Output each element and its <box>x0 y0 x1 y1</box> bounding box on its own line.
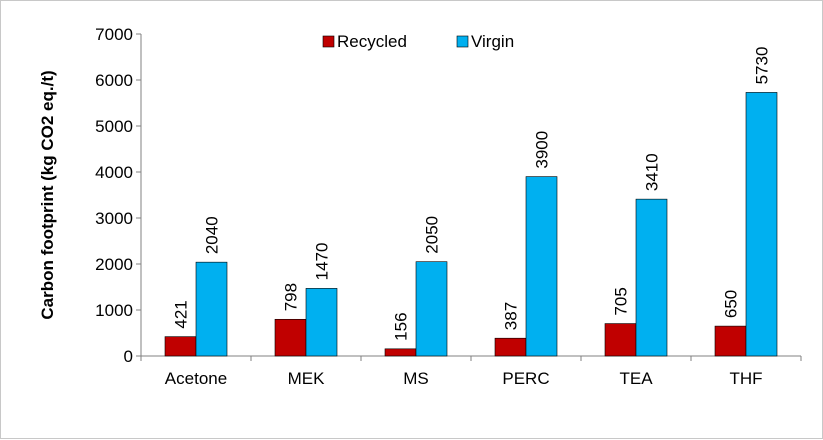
data-label: 421 <box>172 300 191 328</box>
x-tick-label: MEK <box>288 369 326 388</box>
bar-virgin <box>415 261 448 357</box>
y-tick-label: 0 <box>124 347 133 366</box>
data-label: 387 <box>502 302 521 330</box>
y-axis-label: Carbon footprint (kg CO2 eq./t) <box>38 70 57 319</box>
data-label: 3410 <box>643 153 662 191</box>
y-tick-label: 2000 <box>95 255 133 274</box>
bar-virgin <box>525 176 558 357</box>
x-tick-label: Acetone <box>165 369 227 388</box>
bar-recycled <box>164 336 197 357</box>
y-tick-label: 5000 <box>95 117 133 136</box>
x-tick-label: MS <box>403 369 429 388</box>
data-label: 156 <box>392 312 411 340</box>
bar-recycled <box>274 318 307 357</box>
legend-label: Virgin <box>471 32 514 51</box>
data-label: 2040 <box>203 216 222 254</box>
x-tick-label: TEA <box>619 369 653 388</box>
data-label: 5730 <box>753 47 772 85</box>
bar-virgin <box>195 261 228 357</box>
plot-area: 0 1000 2000 3000 4000 5000 6000 7000 Acetone 421 2… <box>95 25 802 388</box>
y-tick-label: 7000 <box>95 25 133 44</box>
data-label: 705 <box>612 287 631 315</box>
legend-swatch-recycled <box>322 35 335 48</box>
legend: Recycled Virgin <box>322 32 514 51</box>
bar-recycled <box>494 337 527 357</box>
y-tick-label: 6000 <box>95 71 133 90</box>
bar-virgin <box>745 92 778 357</box>
data-label: 1470 <box>313 243 332 281</box>
bar-recycled <box>604 323 637 357</box>
data-label: 650 <box>722 290 741 318</box>
data-label: 2050 <box>423 216 442 254</box>
y-tick-label: 3000 <box>95 209 133 228</box>
bar-virgin <box>635 198 668 357</box>
bar-virgin <box>305 288 338 357</box>
bar-recycled <box>384 348 417 357</box>
data-label: 798 <box>282 283 301 311</box>
bar-recycled <box>714 325 747 357</box>
legend-label: Recycled <box>337 32 407 51</box>
y-tick-label: 1000 <box>95 301 133 320</box>
data-label: 3900 <box>533 131 552 169</box>
y-tick-label: 4000 <box>95 163 133 182</box>
x-tick-label: PERC <box>502 369 549 388</box>
legend-swatch-virgin <box>456 35 469 48</box>
x-tick-label: THF <box>729 369 762 388</box>
